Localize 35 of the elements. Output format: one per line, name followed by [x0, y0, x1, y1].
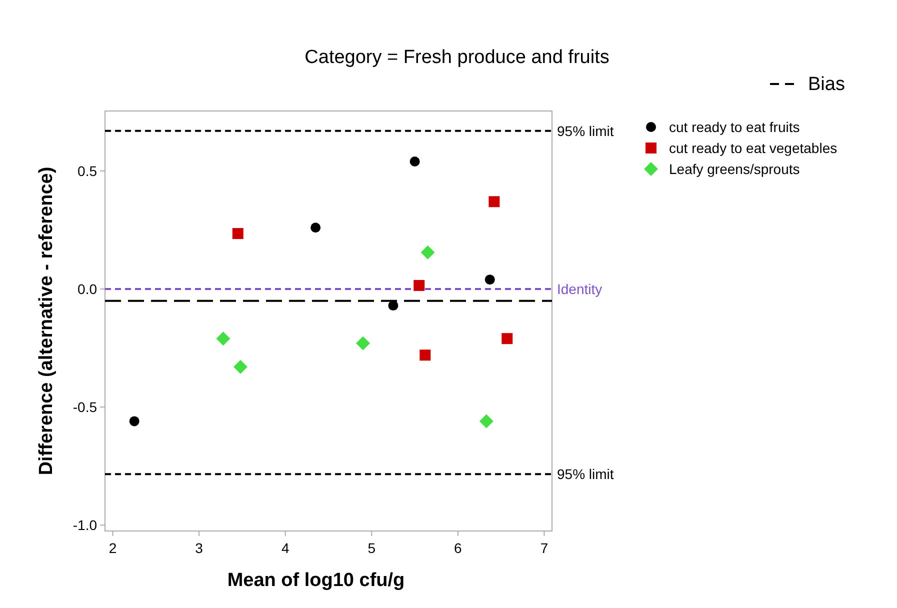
ref-line-label: 95% limit — [557, 122, 614, 139]
x-tick-label: 3 — [195, 540, 204, 556]
x-axis-title: Mean of log10 cfu/g — [227, 570, 405, 591]
y-tick-label: 0.0 — [78, 281, 98, 298]
point — [216, 332, 230, 346]
x-tick-label: 2 — [108, 540, 117, 556]
x-tick-label: 6 — [454, 540, 462, 556]
point — [479, 414, 494, 428]
point — [414, 280, 425, 291]
y-tick-label: 0.5 — [78, 162, 98, 179]
point — [356, 336, 370, 350]
point — [502, 333, 513, 344]
x-tick-label: 7 — [540, 540, 548, 556]
chart-title: Category = Fresh produce and fruits — [304, 47, 610, 68]
point — [488, 196, 500, 208]
point — [233, 360, 248, 374]
point — [388, 300, 398, 311]
legend-label: Leafy greens/sprouts — [669, 161, 800, 177]
x-tick-label: 5 — [368, 540, 376, 556]
ref-line-label: Identity — [557, 281, 602, 298]
point — [420, 350, 431, 361]
x-tick-label: 4 — [281, 540, 290, 556]
y-tick-label: -1.0 — [72, 517, 98, 534]
point — [129, 416, 140, 426]
legend-label: cut ready to eat fruits — [669, 119, 800, 135]
y-tick-label: -0.5 — [72, 399, 98, 416]
point — [232, 228, 244, 240]
legend-label: Bias — [808, 74, 845, 95]
ref-line-label: 95% limit — [557, 466, 614, 482]
legend-label: cut ready to eat vegetables — [669, 140, 838, 156]
point — [310, 222, 321, 233]
point — [420, 245, 435, 260]
y-axis-title: Difference (alternative - reference) — [36, 166, 57, 476]
point — [484, 274, 495, 285]
point — [410, 156, 420, 167]
